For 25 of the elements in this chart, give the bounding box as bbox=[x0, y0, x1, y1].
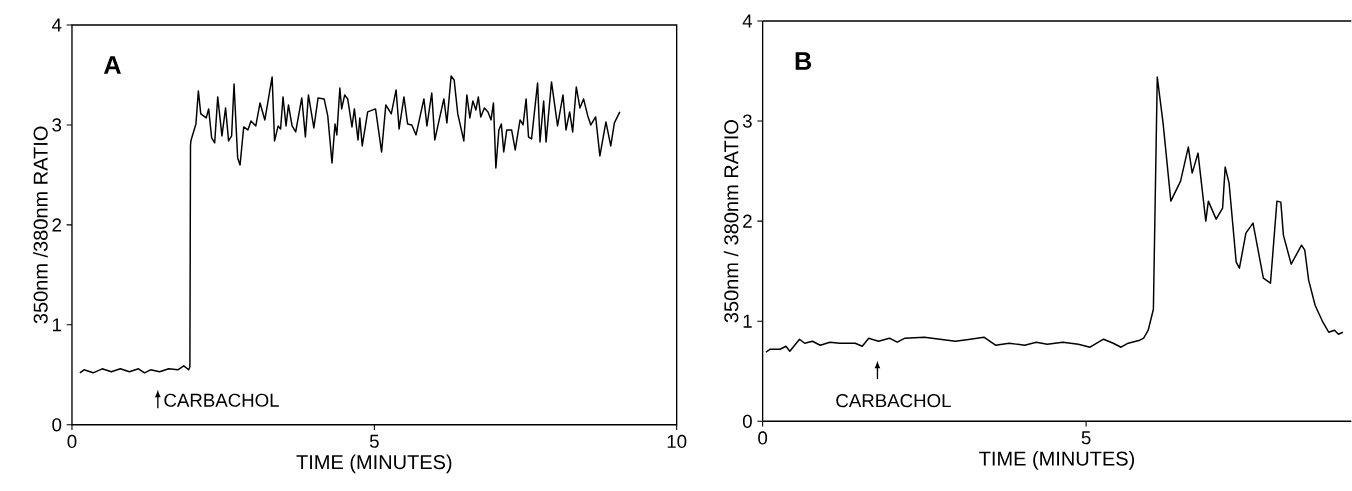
y-tick-label: 2 bbox=[52, 218, 62, 232]
x-axis-title: TIME (MINUTES) bbox=[296, 454, 452, 474]
y-tick-label: 0 bbox=[742, 414, 752, 429]
y-tick-label: 4 bbox=[51, 18, 62, 32]
y-tick-label: 1 bbox=[52, 318, 62, 332]
annotation: A bbox=[103, 56, 121, 74]
annotation: CARBACHOL bbox=[164, 393, 279, 407]
x-tick-label: 0 bbox=[758, 431, 768, 445]
annotation: CARBACHOL bbox=[836, 394, 951, 408]
y-tick-label: 1 bbox=[743, 314, 752, 328]
y-tick-label: 0 bbox=[52, 418, 62, 432]
y-tick-label: 4 bbox=[742, 14, 753, 28]
y-tick-label: 3 bbox=[742, 114, 752, 128]
x-tick-label: 5 bbox=[1081, 431, 1091, 445]
x-tick-label: 0 bbox=[67, 434, 77, 449]
annotation: B bbox=[795, 52, 812, 70]
line-series bbox=[79, 75, 621, 374]
y-axis-title: 350nm /380nm RATIO bbox=[33, 126, 48, 324]
x-tick-label: 10 bbox=[667, 434, 687, 449]
y-tick-label: 2 bbox=[743, 214, 752, 228]
y-tick-label: 3 bbox=[52, 118, 62, 132]
x-tick-label: 5 bbox=[369, 434, 379, 448]
line-series bbox=[765, 76, 1344, 354]
x-axis-title: TIME (MINUTES) bbox=[979, 451, 1135, 470]
y-axis-title: 350nm / 380nm RATIO bbox=[723, 120, 739, 323]
